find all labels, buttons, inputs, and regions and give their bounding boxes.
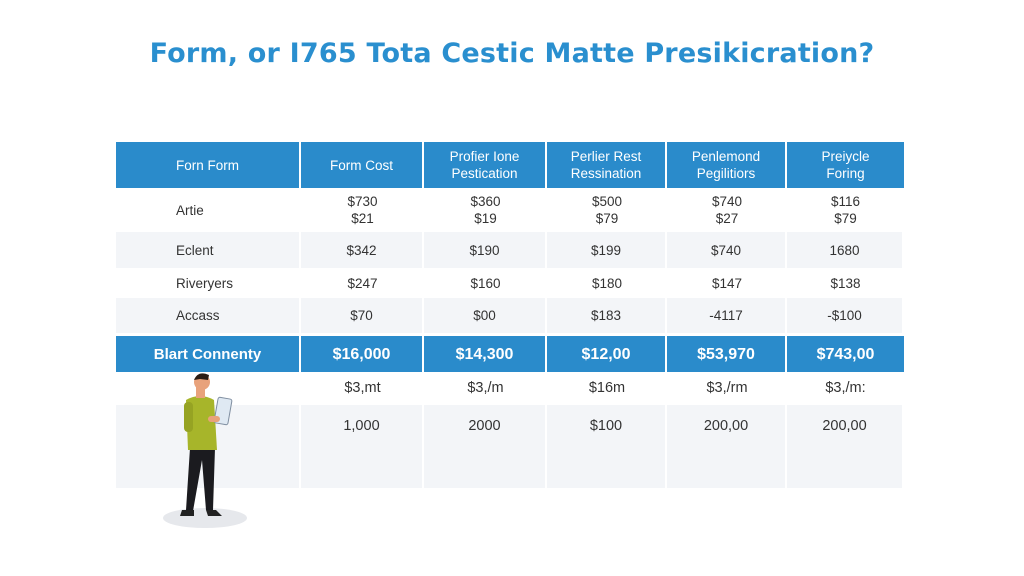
table-cell: $342 [301,232,424,268]
table-row: $3,mt $3,/m $16m $3,/rm $3,/m: [116,372,904,405]
table-cell: 200,00 [787,405,904,448]
table-cell: $199 [547,232,667,268]
total-cell: Blart Connenty [116,336,301,372]
total-cell: $14,300 [424,336,547,372]
total-cell: $743,00 [787,336,904,372]
table-cell: $180 [591,275,623,291]
column-header: Preiycle Foring [787,142,904,188]
total-cell: $53,970 [667,336,787,372]
table-cell [301,448,424,488]
table-cell: $3,mt [344,380,381,396]
table-cell: -$100 [787,298,904,333]
total-row: Blart Connenty $16,000 $14,300 $12,00 $5… [116,336,904,372]
table-cell: $730 $21 [347,194,378,226]
total-cell: $12,00 [547,336,667,372]
table-cell: $190 [424,232,547,268]
column-header: Forn Form [116,142,301,188]
table-cell: 1680 [787,232,904,268]
table-cell [547,448,667,488]
table-cell: $16m [588,380,626,396]
table-cell: 1,000 [301,405,424,448]
total-cell: $16,000 [301,336,424,372]
table-cell: $247 [347,275,378,291]
table-row: Riveryers $247 $160 $180 $147 $138 [116,268,904,298]
table-cell: 200,00 [667,405,787,448]
table-cell: Eclent [116,232,301,268]
column-header: Form Cost [301,142,424,188]
table-cell [424,448,547,488]
table-cell: $3,/m [467,380,504,396]
table-cell: $360 $19 [470,194,501,226]
table-cell [667,448,787,488]
table-cell: Riveryers [176,275,234,291]
table-cell: 2000 [424,405,547,448]
person-illustration [163,373,247,528]
table-cell: $138 [830,275,861,291]
table-cell: $160 [470,275,501,291]
table-cell: $70 [301,298,424,333]
table-cell: -4117 [667,298,787,333]
table-cell: $3,/m: [825,380,866,396]
table-header: Forn Form Form Cost Profier Ione Pestica… [116,142,904,188]
table-cell [787,448,904,488]
table-row: Artie $730 $21 $360 $19 $500 $79 $740 $27 $11… [116,188,904,232]
table-cell: $740 [667,232,787,268]
page-title: Form, or I765 Tota Cestic Matte Presikic… [149,38,875,69]
table-cell: $3,/rm [706,380,748,396]
table-cell: $100 [547,405,667,448]
table-row: Eclent $342 $190 $199 $740 1680 [116,232,904,268]
table-row: Accass $70 $00 $183 -4117 -$100 [116,298,904,333]
table-cell: Accass [116,298,301,333]
table-cell: $147 [711,275,743,291]
table-cell: $500 $79 [591,194,623,226]
table-cell: $183 [547,298,667,333]
column-header: Profier Ione Pestication [424,142,547,188]
table-cell: Artie [176,202,204,218]
table-cell: $740 $27 [711,194,743,226]
table-cell: $116 $79 [830,194,861,226]
table-cell: $00 [424,298,547,333]
column-header: Perlier Rest Ressination [547,142,667,188]
column-header: Penlemond Pegilitiors [667,142,787,188]
